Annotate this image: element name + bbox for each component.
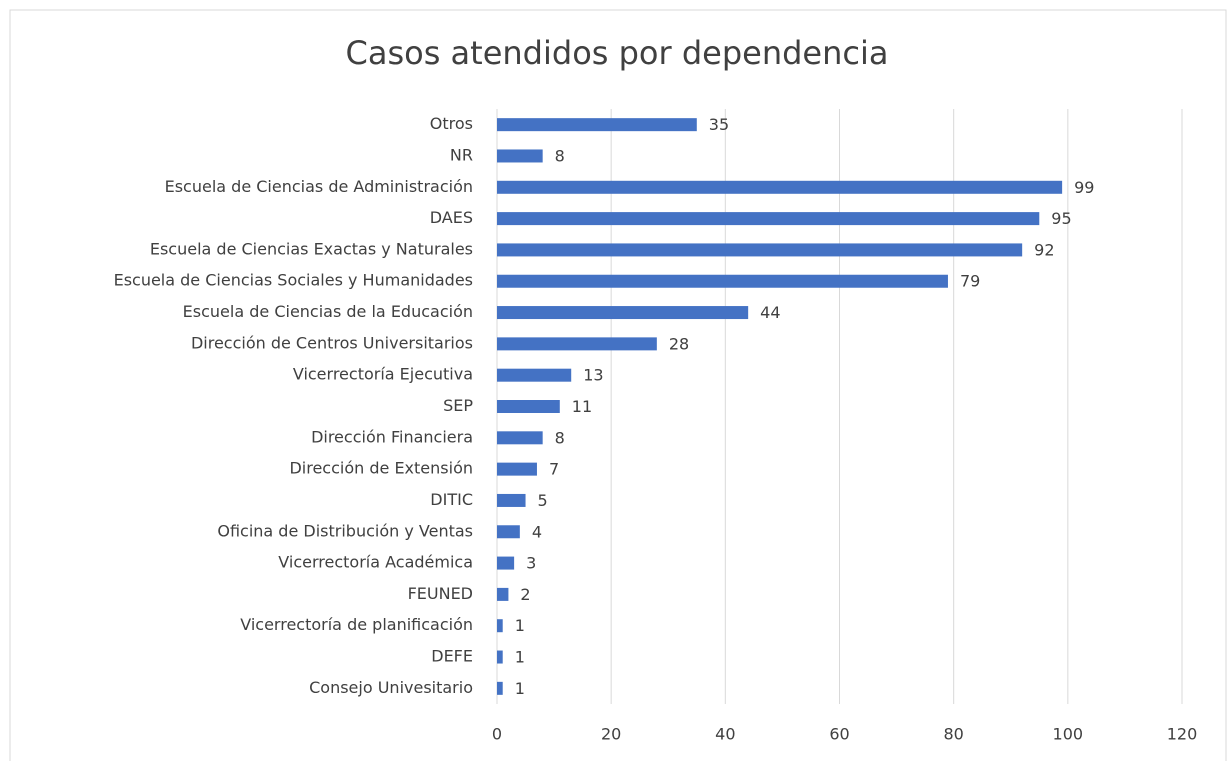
data-label: 79 <box>960 272 980 291</box>
bar <box>497 274 948 288</box>
y-tick-label: DAES <box>430 208 473 227</box>
y-tick-label: Otros <box>430 114 473 133</box>
bar <box>497 525 520 539</box>
chart-title: Casos atendidos por dependencia <box>346 34 889 72</box>
data-label: 13 <box>583 366 603 385</box>
y-tick-label: FEUNED <box>408 584 473 603</box>
bar <box>497 681 503 695</box>
x-tick-label: 40 <box>715 725 735 744</box>
data-label: 95 <box>1051 209 1071 228</box>
data-label: 28 <box>669 334 689 353</box>
bar <box>497 212 1040 226</box>
data-label: 35 <box>709 115 729 134</box>
bar <box>497 650 503 664</box>
x-tick-label: 20 <box>601 725 621 744</box>
x-tick-label: 60 <box>829 725 849 744</box>
y-tick-label: Vicerrectoría Ejecutiva <box>293 365 473 384</box>
bar <box>497 306 749 320</box>
y-tick-label: Oficina de Distribución y Ventas <box>217 521 473 540</box>
bar <box>497 180 1063 194</box>
data-label: 5 <box>538 491 548 510</box>
data-label: 2 <box>520 585 530 604</box>
x-tick-label: 0 <box>492 725 502 744</box>
bar <box>497 368 572 382</box>
y-tick-label: Vicerrectoría Académica <box>278 553 473 572</box>
data-label: 11 <box>572 397 592 416</box>
y-tick-label: DITIC <box>430 490 473 509</box>
bar <box>497 462 537 476</box>
y-tick-label: Escuela de Ciencias Sociales y Humanidad… <box>114 271 473 290</box>
y-tick-label: Escuela de Ciencias de la Educación <box>183 302 473 321</box>
y-tick-label: NR <box>450 145 473 164</box>
y-tick-label: Vicerrectoría de planificación <box>240 615 473 634</box>
bar <box>497 493 526 507</box>
data-label: 4 <box>532 522 542 541</box>
bar <box>497 400 560 413</box>
bar <box>497 431 543 445</box>
data-label: 1 <box>515 648 525 667</box>
chart-frame <box>9 9 1227 761</box>
data-label: 44 <box>760 303 780 322</box>
bar <box>497 118 697 132</box>
y-tick-label: Escuela de Ciencias de Administración <box>165 177 473 196</box>
data-label: 7 <box>549 460 559 479</box>
bar <box>497 243 1023 257</box>
bar <box>497 619 503 633</box>
bar <box>497 149 543 163</box>
bar <box>497 337 657 351</box>
y-tick-label: Dirección Financiera <box>311 427 473 446</box>
data-label: 3 <box>526 554 536 573</box>
data-label: 8 <box>555 428 565 447</box>
data-label: 1 <box>515 616 525 635</box>
x-tick-label: 120 <box>1167 725 1198 744</box>
data-label: 8 <box>555 146 565 165</box>
x-tick-label: 100 <box>1053 725 1084 744</box>
data-label: 92 <box>1034 240 1054 259</box>
x-tick-label: 80 <box>943 725 963 744</box>
y-tick-label: Escuela de Ciencias Exactas y Naturales <box>150 239 473 258</box>
data-label: 1 <box>515 679 525 698</box>
bar <box>497 587 509 601</box>
bar <box>497 556 515 570</box>
data-label: 99 <box>1074 178 1094 197</box>
y-tick-label: Dirección de Centros Universitarios <box>191 333 473 352</box>
y-tick-label: Dirección de Extensión <box>289 459 473 478</box>
y-tick-label: SEP <box>443 396 473 415</box>
y-tick-label: DEFE <box>431 647 473 666</box>
y-tick-label: Consejo Univesitario <box>309 678 473 697</box>
